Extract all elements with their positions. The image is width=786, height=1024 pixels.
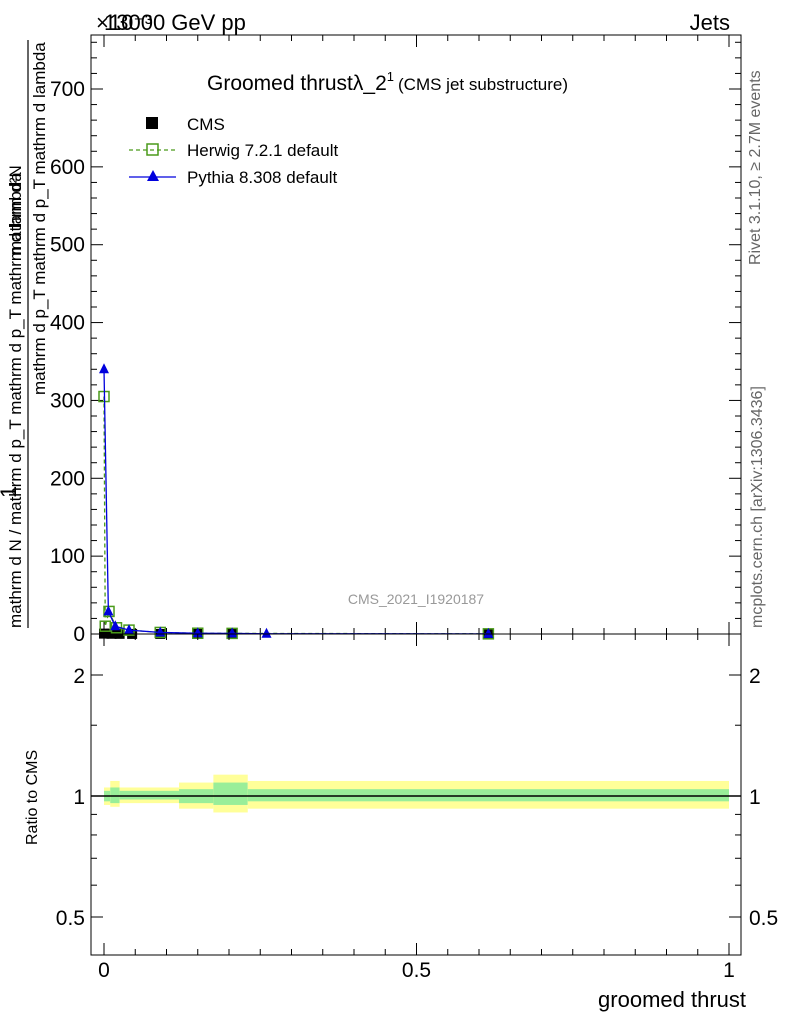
- y-label-denominator: mathrm d N / mathrm d p_T mathrm d p_T m…: [6, 172, 25, 628]
- ratio-band-inner: [247, 789, 729, 802]
- pythia-point: [483, 627, 494, 638]
- y-tick-label: 100: [50, 545, 85, 568]
- pythia-point: [261, 627, 272, 638]
- ratio-y-tick-label: 1: [73, 786, 85, 809]
- x-tick-label: 1: [723, 959, 735, 982]
- y-tick-label: 500: [50, 234, 85, 257]
- legend-cms-marker: [146, 117, 158, 129]
- herwig-point: [103, 605, 115, 618]
- y-label-numerator: 1: [0, 486, 21, 498]
- pythia-point: [103, 605, 114, 616]
- legend-herwig-label: Herwig 7.2.1 default: [187, 141, 338, 160]
- ratio-y-tick-label: 2: [73, 665, 85, 688]
- y-tick-label: 200: [50, 467, 85, 490]
- ratio-bands: [104, 774, 729, 813]
- analysis-label: CMS_2021_I1920187: [348, 591, 484, 607]
- plot-title: Groomed thrustλ_21 (CMS jet substructure): [207, 69, 568, 95]
- y-tick-label: 700: [50, 78, 85, 101]
- ratio-y-label: Ratio to CMS: [24, 750, 41, 845]
- ratio-y-axis: 0.5 0.5 1 1 2 2: [56, 665, 778, 930]
- herwig-point: [99, 620, 111, 632]
- legend-pythia-label: Pythia 8.308 default: [187, 168, 338, 187]
- ratio-y-tick-label-right: 1: [749, 786, 761, 809]
- rivet-label: Rivet 3.1.10, ≥ 2.7M events: [747, 70, 764, 265]
- y-label-top: mathrm d²N: [6, 165, 25, 255]
- ratio-band-inner: [119, 790, 179, 800]
- exponent-label: ×10⁻³: [96, 10, 152, 35]
- ratio-y-tick-label-right: 2: [749, 665, 761, 688]
- y-tick-label: 400: [50, 312, 85, 335]
- main-panel: 0 100 200 300 400 500 600 700 Groomed thrustλ_2…: [0, 34, 742, 646]
- pythia-point: [110, 620, 121, 631]
- y-tick-label: 300: [50, 389, 85, 412]
- y-label-dpt: mathrm d p_T mathrm d p_T mathrm d lambd…: [30, 42, 49, 395]
- pythia-point: [192, 627, 203, 638]
- ratio-y-tick-label: 0.5: [56, 907, 85, 930]
- y-tick-label: 0: [73, 623, 85, 646]
- ratio-x-axis: 0 0.5 1: [98, 634, 735, 982]
- legend-pythia-marker: [147, 170, 159, 181]
- ratio-y-tick-label-right: 0.5: [749, 907, 778, 930]
- pythia-point: [124, 624, 134, 635]
- pythia-point: [99, 363, 109, 374]
- main-y-label: mathrm d N / mathrm d p_T mathrm d p_T m…: [0, 40, 49, 628]
- main-y-axis: 0 100 200 300 400 500 600 700: [50, 41, 741, 646]
- ratio-panel: 0.5 0.51 12 2 0 0.5 1 Ratio to CMS groomed th…: [24, 633, 778, 1012]
- main-x-ticks: [103, 35, 730, 634]
- legend-cms-label: CMS: [187, 115, 225, 134]
- mcplots-label: mcplots.cern.ch [arXiv:1306.3436]: [749, 386, 766, 628]
- x-tick-label: 0: [98, 959, 110, 982]
- pythia-point: [227, 627, 238, 638]
- legend: CMS Herwig 7.2.1 default Pythia 8.308 de…: [129, 115, 338, 187]
- ratio-band-inner: [213, 782, 248, 805]
- x-axis-label: groomed thrust: [598, 987, 746, 1012]
- legend-herwig-marker: [146, 143, 159, 156]
- y-tick-label: 600: [50, 156, 85, 179]
- x-tick-label: 0.5: [402, 959, 431, 982]
- jets-label: Jets: [690, 10, 730, 35]
- energy-label: 13000 GeV pp: [104, 10, 246, 35]
